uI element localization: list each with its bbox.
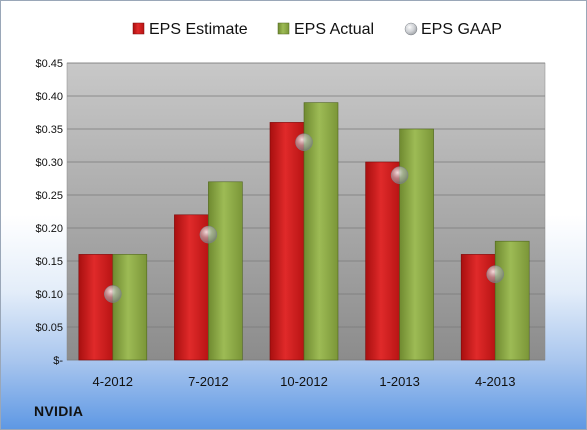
y-tick-label: $0.15 — [35, 256, 63, 268]
legend: EPS Estimate EPS Actual EPS GAAP — [132, 21, 502, 38]
bar-eps-actual — [208, 181, 243, 361]
bars — [78, 102, 530, 361]
y-axis-labels: $- $0.05 $0.10 $0.15 $0.20 $0.25 $0.30 $0.35 $0.… — [35, 58, 63, 367]
y-tick-label: $0.05 — [35, 322, 63, 334]
legend-eps-estimate-label: EPS Estimate — [149, 21, 248, 38]
bar-eps-actual — [399, 128, 434, 361]
legend-eps-gaap-label: EPS GAAP — [421, 21, 502, 38]
y-tick-label: $0.35 — [35, 124, 63, 136]
bar-eps-estimate — [78, 254, 114, 361]
x-tick-label: 1-2013 — [379, 374, 419, 389]
x-tick-label: 7-2012 — [188, 374, 228, 389]
legend-eps-actual-swatch — [277, 22, 290, 35]
y-tick-label: $0.20 — [35, 223, 63, 235]
y-tick-label: $0.40 — [35, 91, 63, 103]
company-label: NVIDIA — [34, 403, 84, 419]
y-tick-label: $0.45 — [35, 58, 63, 70]
bar-eps-actual — [494, 240, 530, 361]
x-tick-label: 4-2012 — [93, 374, 133, 389]
point-eps-gaap — [199, 225, 218, 244]
y-tick-label: $0.10 — [35, 289, 63, 301]
y-tick-label: $0.25 — [35, 190, 63, 202]
bar-eps-estimate — [365, 161, 400, 361]
point-eps-gaap — [486, 265, 504, 283]
point-eps-gaap — [104, 285, 122, 303]
y-tick-label: $- — [53, 355, 63, 367]
x-tick-label: 4-2013 — [475, 374, 515, 389]
bar-eps-actual — [112, 254, 148, 361]
x-tick-label: 10-2012 — [280, 374, 328, 389]
legend-eps-gaap-swatch — [404, 22, 418, 36]
bar-eps-estimate — [269, 122, 305, 361]
gaap-points — [104, 133, 504, 303]
legend-eps-actual-label: EPS Actual — [294, 21, 374, 38]
legend-eps-estimate-swatch — [132, 22, 145, 35]
point-eps-gaap — [295, 133, 313, 151]
x-axis-labels: 4-2012 7-2012 10-2012 1-2013 4-2013 — [93, 374, 516, 389]
y-tick-label: $0.30 — [35, 157, 63, 169]
point-eps-gaap — [390, 166, 409, 184]
